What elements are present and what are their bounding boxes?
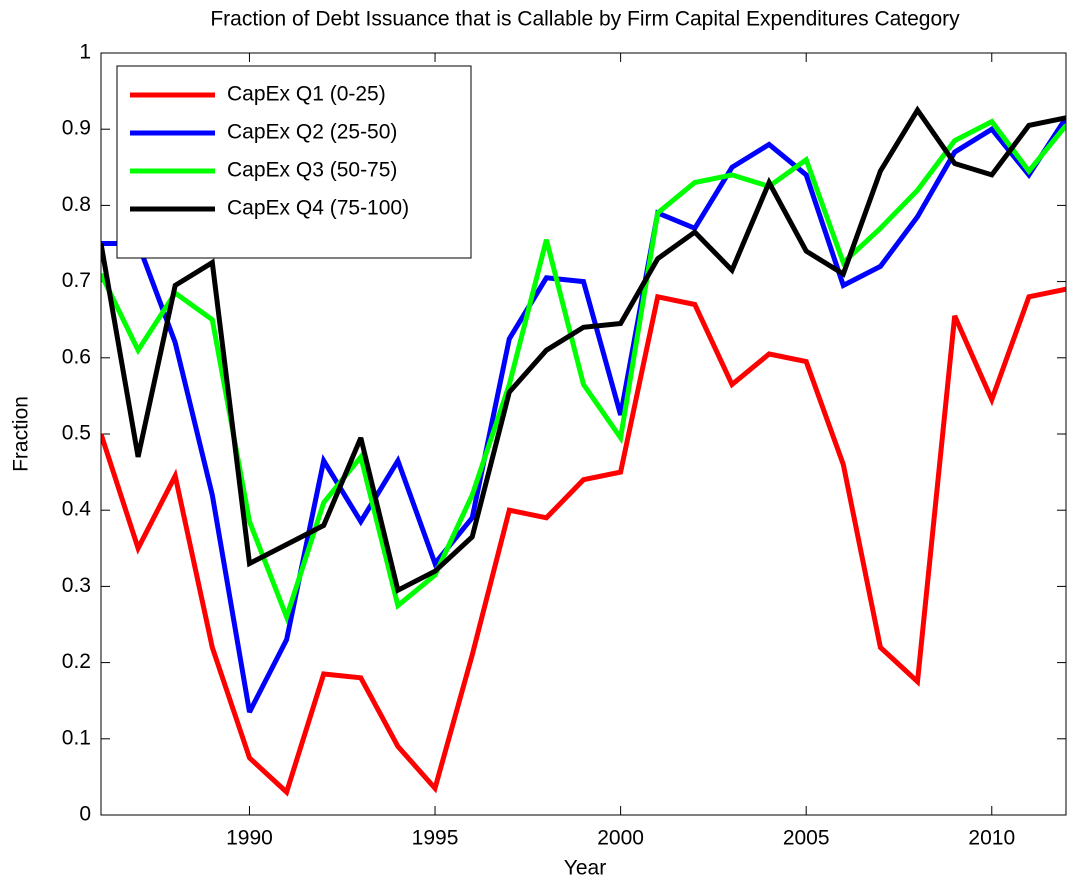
y-tick-label: 0.7 xyxy=(62,269,91,292)
x-tick-label: 2005 xyxy=(783,827,830,850)
legend-label: CapEx Q3 (50-75) xyxy=(227,159,397,182)
y-tick-label: 0.6 xyxy=(62,345,91,368)
legend-label: CapEx Q1 (0-25) xyxy=(227,83,386,106)
data-line xyxy=(101,116,1066,714)
x-tick-label: 1995 xyxy=(412,827,459,850)
data-line xyxy=(101,118,1066,625)
y-tick-label: 0.5 xyxy=(62,422,91,445)
y-tick-label: 0.9 xyxy=(62,117,91,140)
legend-box xyxy=(116,65,472,259)
data-line xyxy=(101,286,1066,797)
x-tick-label: 2000 xyxy=(597,827,644,850)
x-axis-label: Year xyxy=(564,857,606,880)
y-axis-label: Fraction xyxy=(10,396,33,472)
x-tick-label: 1990 xyxy=(226,827,273,850)
y-tick-label: 1 xyxy=(79,41,91,64)
y-tick-label: 0 xyxy=(79,803,91,826)
x-tick-label: 2010 xyxy=(968,827,1015,850)
y-tick-label: 0.4 xyxy=(62,498,92,521)
y-tick-label: 0.3 xyxy=(62,574,91,597)
chart-title: Fraction of Debt Issuance that is Callab… xyxy=(210,8,960,31)
y-tick-label: 0.2 xyxy=(62,650,91,673)
legend-label: CapEx Q4 (75-100) xyxy=(227,197,409,220)
y-tick-label: 0.8 xyxy=(62,193,91,216)
plot-frame xyxy=(100,52,1067,816)
legend-label: CapEx Q2 (25-50) xyxy=(227,121,397,144)
y-tick-label: 0.1 xyxy=(62,726,91,749)
data-line xyxy=(101,105,1066,594)
